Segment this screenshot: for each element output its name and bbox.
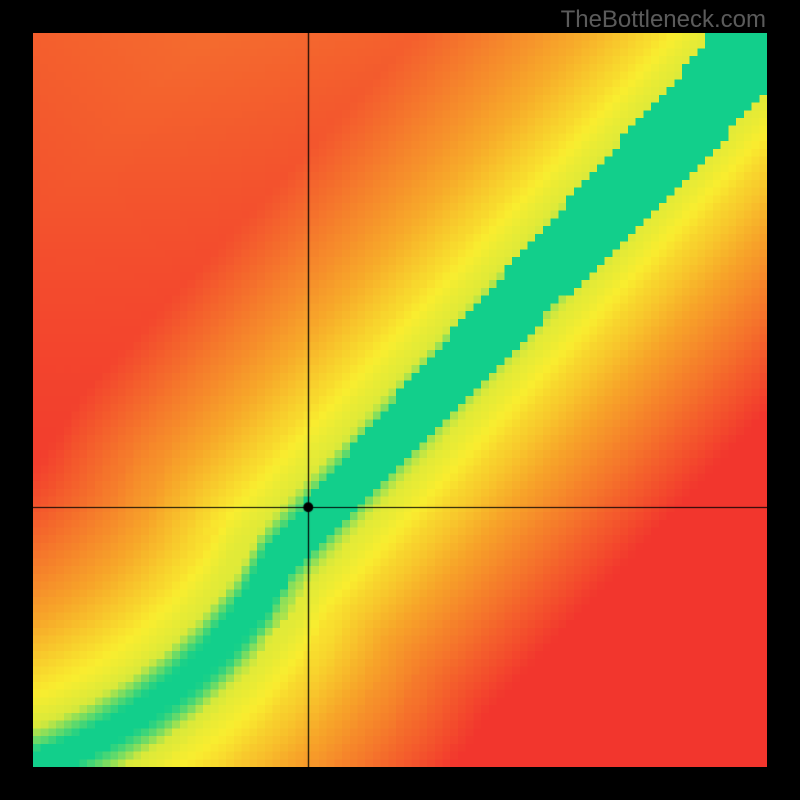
chart-container: TheBottleneck.com — [0, 0, 800, 800]
watermark-text: TheBottleneck.com — [561, 6, 766, 34]
bottleneck-heatmap — [33, 33, 767, 767]
